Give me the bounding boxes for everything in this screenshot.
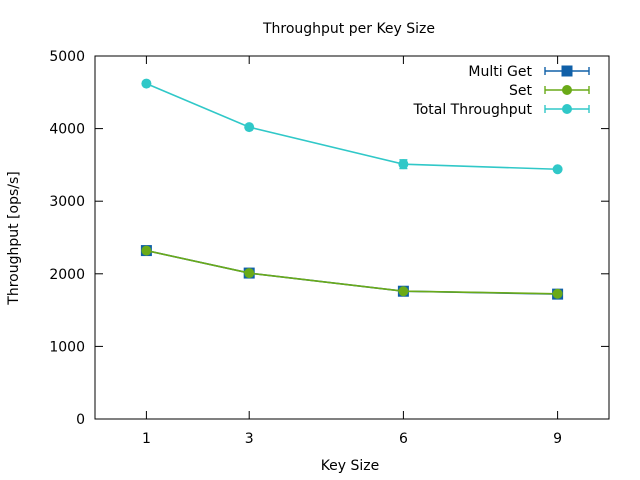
x-axis-label: Key Size xyxy=(321,458,380,474)
legend: Multi Get Set Total Throughput xyxy=(413,64,590,118)
data-point xyxy=(141,78,152,89)
x-tick-label: 9 xyxy=(553,431,562,447)
y-tick-label: 3000 xyxy=(49,194,85,210)
x-axis: 1 3 6 9 xyxy=(142,56,562,447)
data-point xyxy=(398,286,409,297)
plot-frame xyxy=(94,55,610,420)
data-point xyxy=(244,122,255,133)
y-axis-label: Throughput [ops/s] xyxy=(6,171,22,305)
series-line xyxy=(146,249,558,295)
y-tick-label: 4000 xyxy=(49,122,85,138)
chart-title: Throughput per Key Size xyxy=(262,21,435,37)
x-tick-label: 1 xyxy=(142,431,151,447)
y-axis: 0 1000 2000 3000 4000 5000 xyxy=(49,49,609,428)
legend-label: Total Throughput xyxy=(413,102,533,118)
legend-marker xyxy=(562,104,572,114)
series-line xyxy=(146,82,558,171)
legend-label: Multi Get xyxy=(468,64,532,80)
series-total-throughput xyxy=(141,78,563,175)
data-point xyxy=(141,245,152,256)
data-point xyxy=(552,288,563,299)
x-tick-label: 3 xyxy=(245,431,254,447)
series-multi-get xyxy=(140,245,564,300)
legend-marker xyxy=(562,85,572,95)
y-tick-label: 2000 xyxy=(49,267,85,283)
data-point xyxy=(398,159,409,170)
data-point xyxy=(244,268,255,279)
x-tick-label: 6 xyxy=(399,431,408,447)
legend-label: Set xyxy=(509,83,533,99)
series-set xyxy=(141,245,563,299)
series-line xyxy=(146,249,558,295)
y-tick-label: 0 xyxy=(76,412,85,428)
y-tick-label: 5000 xyxy=(49,49,85,65)
data-point xyxy=(552,164,563,175)
legend-marker xyxy=(561,65,573,77)
series-layer xyxy=(140,78,564,300)
y-tick-label: 1000 xyxy=(49,339,85,355)
